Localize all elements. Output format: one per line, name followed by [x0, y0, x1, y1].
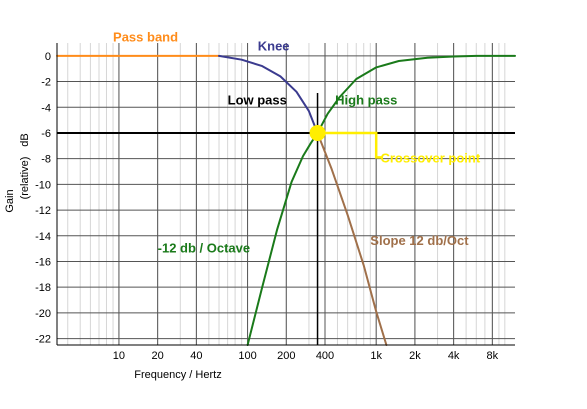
grid-major — [57, 43, 515, 345]
y-tick-label: 0 — [45, 51, 51, 63]
x-tick-label: 400 — [316, 350, 334, 362]
annotation-label: Crossover point — [380, 151, 480, 166]
y-axis-label-secondary: Gain — [4, 189, 16, 212]
y-tick-label: -4 — [41, 102, 51, 114]
y-axis-label: dB — [19, 133, 31, 146]
x-tick-label: 20 — [152, 350, 164, 362]
annotation-label: Knee — [258, 39, 290, 54]
axis-layer: 0 -2 -4 -6 -8 -10 -12 -14 -16 -18 -20 -22 10 20 40 100 2… — [35, 43, 515, 362]
x-tick-label: 4k — [448, 350, 460, 362]
y-tick-label: -20 — [35, 308, 51, 320]
y-tick-label: -18 — [35, 282, 51, 294]
x-tick-label: 8k — [487, 350, 499, 362]
annotation-label: High pass — [335, 93, 397, 108]
series-layer — [56, 54, 516, 346]
series-line-2 — [316, 132, 388, 346]
annotation-label: -12 db / Octave — [158, 240, 250, 255]
annotation-label: Pass band — [113, 30, 178, 45]
y-tick-label: -8 — [41, 154, 51, 166]
y-tick-label: -14 — [35, 231, 51, 243]
x-axis-label: Frequency / Hertz — [134, 369, 221, 381]
crossover-point — [309, 124, 326, 141]
series-line-3 — [246, 54, 516, 346]
crossover-bracket — [317, 131, 383, 159]
x-tick-label: 100 — [238, 350, 256, 362]
annotation-layer: Pass band Knee Low pass High pass Crossover … — [113, 30, 481, 256]
y-tick-label: -6 — [41, 128, 51, 140]
y-tick-label: -16 — [35, 256, 51, 268]
y-tick-label: -12 — [35, 205, 51, 217]
x-tick-label: 40 — [190, 350, 202, 362]
y-tick-label: -22 — [35, 334, 51, 346]
annotation-label: Slope 12 db/Oct — [370, 233, 469, 248]
x-tick-label: 2k — [409, 350, 421, 362]
x-tick-label: 1k — [370, 350, 382, 362]
annotation-label: Low pass — [228, 93, 287, 108]
y-axis-label-tertiary: (relative) — [19, 157, 31, 200]
crossover-layer — [309, 93, 383, 345]
y-tick-label: -10 — [35, 179, 51, 191]
x-tick-label: 10 — [113, 350, 125, 362]
x-tick-label: 200 — [277, 350, 295, 362]
series-line-1 — [218, 54, 319, 134]
y-tick-label: -2 — [41, 77, 51, 89]
